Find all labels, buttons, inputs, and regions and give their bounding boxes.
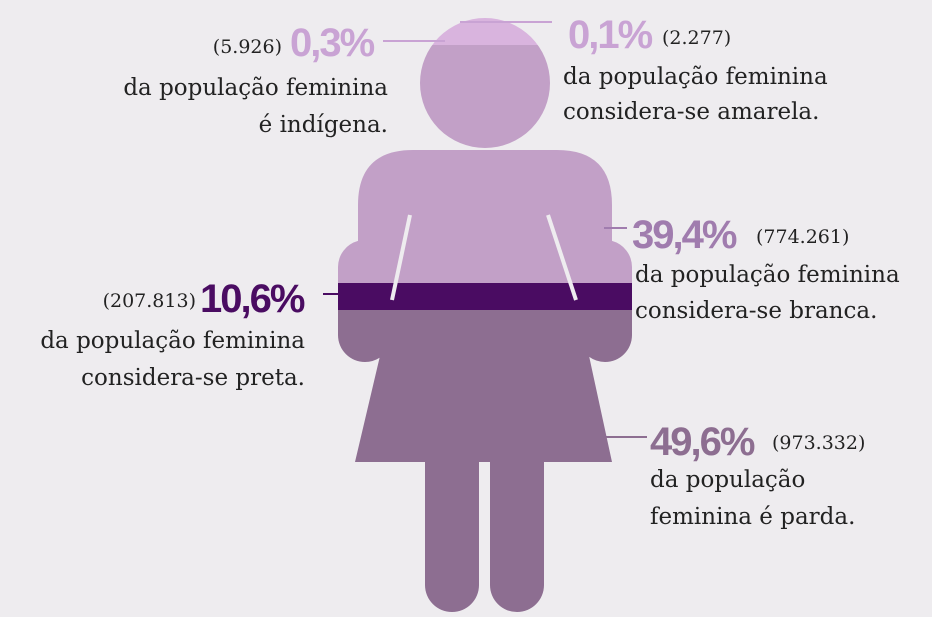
caption: da população feminina bbox=[635, 262, 900, 288]
percent: 10,6% bbox=[200, 277, 305, 321]
arm-separator bbox=[390, 214, 412, 301]
count: (973.332) bbox=[772, 432, 865, 454]
band-parda bbox=[338, 310, 632, 612]
caption: feminina é parda. bbox=[650, 504, 855, 530]
caption: é indígena. bbox=[259, 112, 388, 138]
percent: 39,4% bbox=[632, 213, 737, 257]
caption: da população bbox=[650, 467, 805, 493]
caption: considera-se preta. bbox=[81, 365, 305, 391]
caption: considera-se amarela. bbox=[563, 99, 819, 125]
count: (5.926) bbox=[213, 36, 282, 58]
percent: 49,6% bbox=[650, 420, 755, 464]
caption: da população feminina bbox=[40, 328, 305, 354]
percent: 0,3% bbox=[290, 21, 375, 65]
count: (774.261) bbox=[756, 226, 849, 248]
count: (2.277) bbox=[662, 27, 731, 49]
caption: considera-se branca. bbox=[635, 298, 877, 324]
band-preta bbox=[338, 283, 632, 310]
arm-separator bbox=[546, 214, 578, 301]
caption: da população feminina bbox=[563, 64, 828, 90]
count: (207.813) bbox=[103, 290, 196, 312]
caption: da população feminina bbox=[123, 75, 388, 101]
percent: 0,1% bbox=[568, 13, 653, 57]
